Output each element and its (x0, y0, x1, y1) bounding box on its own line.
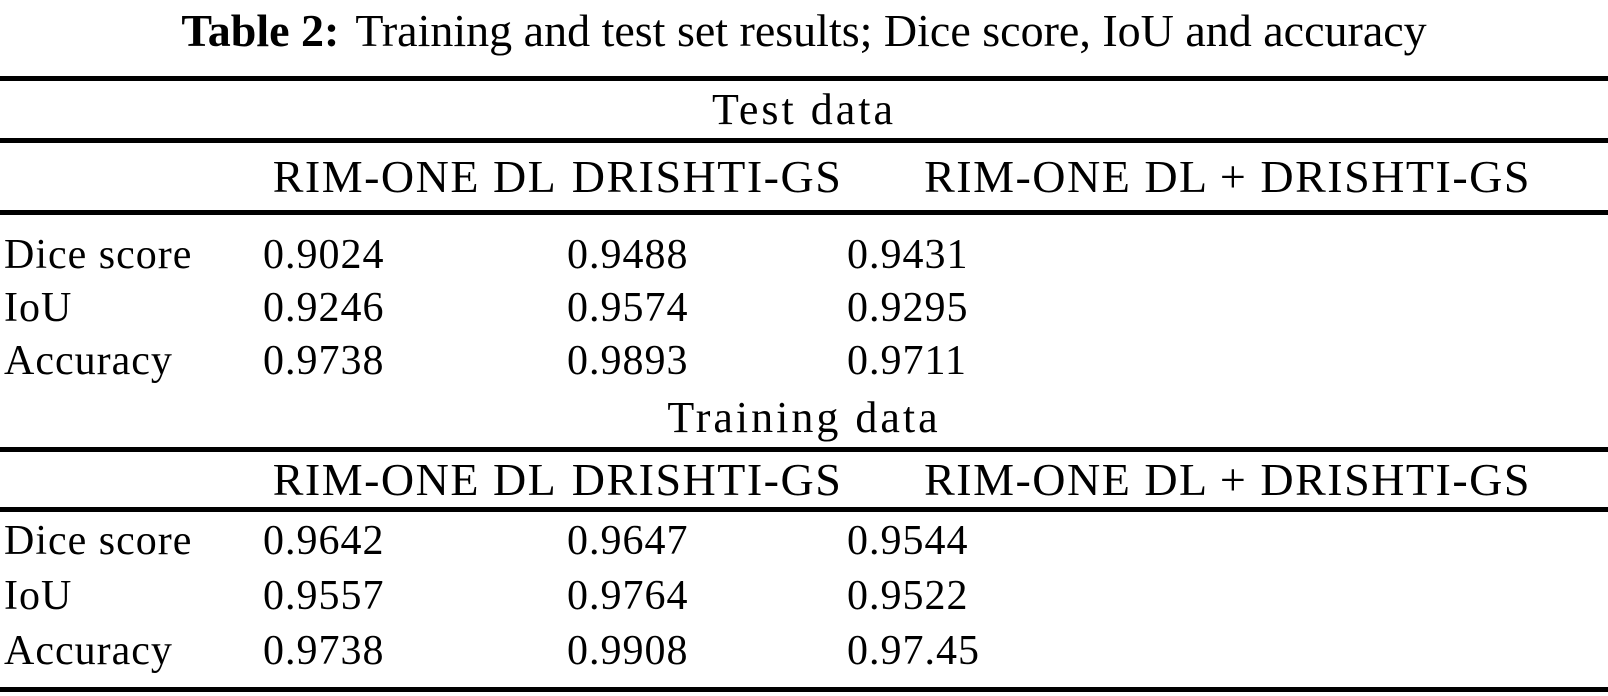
value-cell: 0.9738 (263, 628, 385, 674)
table-row: IoU 0.9246 0.9574 0.9295 (0, 282, 1608, 335)
value-cell: 0.9295 (847, 285, 969, 331)
row-label: Dice score (4, 518, 193, 564)
value-cell: 0.9557 (263, 573, 385, 619)
column-header-drishti-gs: DRISHTI-GS (571, 151, 843, 202)
top-rule (0, 76, 1608, 81)
value-cell: 0.9544 (847, 518, 969, 564)
table-row: Accuracy 0.9738 0.9908 0.97.45 (0, 624, 1608, 679)
training-column-header-row: RIM-ONE DL DRISHTI-GS RIM-ONE DL + DRISH… (0, 452, 1608, 507)
value-cell: 0.9246 (263, 285, 385, 331)
row-label: Dice score (4, 232, 193, 278)
rule-under-training-heading (0, 447, 1608, 452)
table-row: Accuracy 0.9738 0.9893 0.9711 (0, 335, 1608, 388)
value-cell: 0.9574 (567, 285, 689, 331)
rule-under-training-headers (0, 507, 1608, 512)
value-cell: 0.9711 (847, 338, 967, 384)
value-cell: 0.9764 (567, 573, 689, 619)
value-cell: 0.9431 (847, 232, 969, 278)
row-label: Accuracy (4, 338, 173, 384)
table-row: IoU 0.9557 0.9764 0.9522 (0, 569, 1608, 624)
section-heading-test: Test data (712, 85, 896, 134)
value-cell: 0.9522 (847, 573, 969, 619)
test-column-header-row: RIM-ONE DL DRISHTI-GS RIM-ONE DL + DRISH… (0, 143, 1608, 210)
value-cell: 0.9024 (263, 232, 385, 278)
column-header-combined: RIM-ONE DL + DRISHTI-GS (924, 454, 1531, 505)
table-caption: Table 2: Training and test set results; D… (0, 0, 1608, 76)
value-cell: 0.9642 (263, 518, 385, 564)
value-cell: 0.9893 (567, 338, 689, 384)
row-label: IoU (4, 285, 73, 331)
rule-under-test-heading (0, 138, 1608, 143)
column-header-rim-one-dl: RIM-ONE DL (272, 454, 558, 505)
empty-header-cell (0, 143, 263, 210)
test-data-rows: Dice score 0.9024 0.9488 0.9431 IoU 0.92… (0, 215, 1608, 388)
value-cell: 0.9647 (567, 518, 689, 564)
empty-header-cell (0, 452, 263, 507)
value-cell: 0.97.45 (847, 628, 980, 674)
rule-under-test-headers (0, 210, 1608, 215)
table-caption-label: Table 2: (181, 5, 340, 56)
row-label: Accuracy (4, 628, 173, 674)
value-cell: 0.9908 (567, 628, 689, 674)
row-label: IoU (4, 573, 73, 619)
column-header-drishti-gs: DRISHTI-GS (571, 454, 843, 505)
value-cell: 0.9738 (263, 338, 385, 384)
table-caption-text: Training and test set results; Dice scor… (355, 5, 1427, 56)
bottom-rule (0, 687, 1608, 692)
value-cell: 0.9488 (567, 232, 689, 278)
column-header-combined: RIM-ONE DL + DRISHTI-GS (924, 151, 1531, 202)
table-row: Dice score 0.9642 0.9647 0.9544 (0, 514, 1608, 569)
table-row: Dice score 0.9024 0.9488 0.9431 (0, 229, 1608, 282)
column-header-rim-one-dl: RIM-ONE DL (272, 151, 558, 202)
section-heading-training: Training data (667, 393, 941, 442)
training-data-rows: Dice score 0.9642 0.9647 0.9544 IoU 0.95… (0, 512, 1608, 679)
